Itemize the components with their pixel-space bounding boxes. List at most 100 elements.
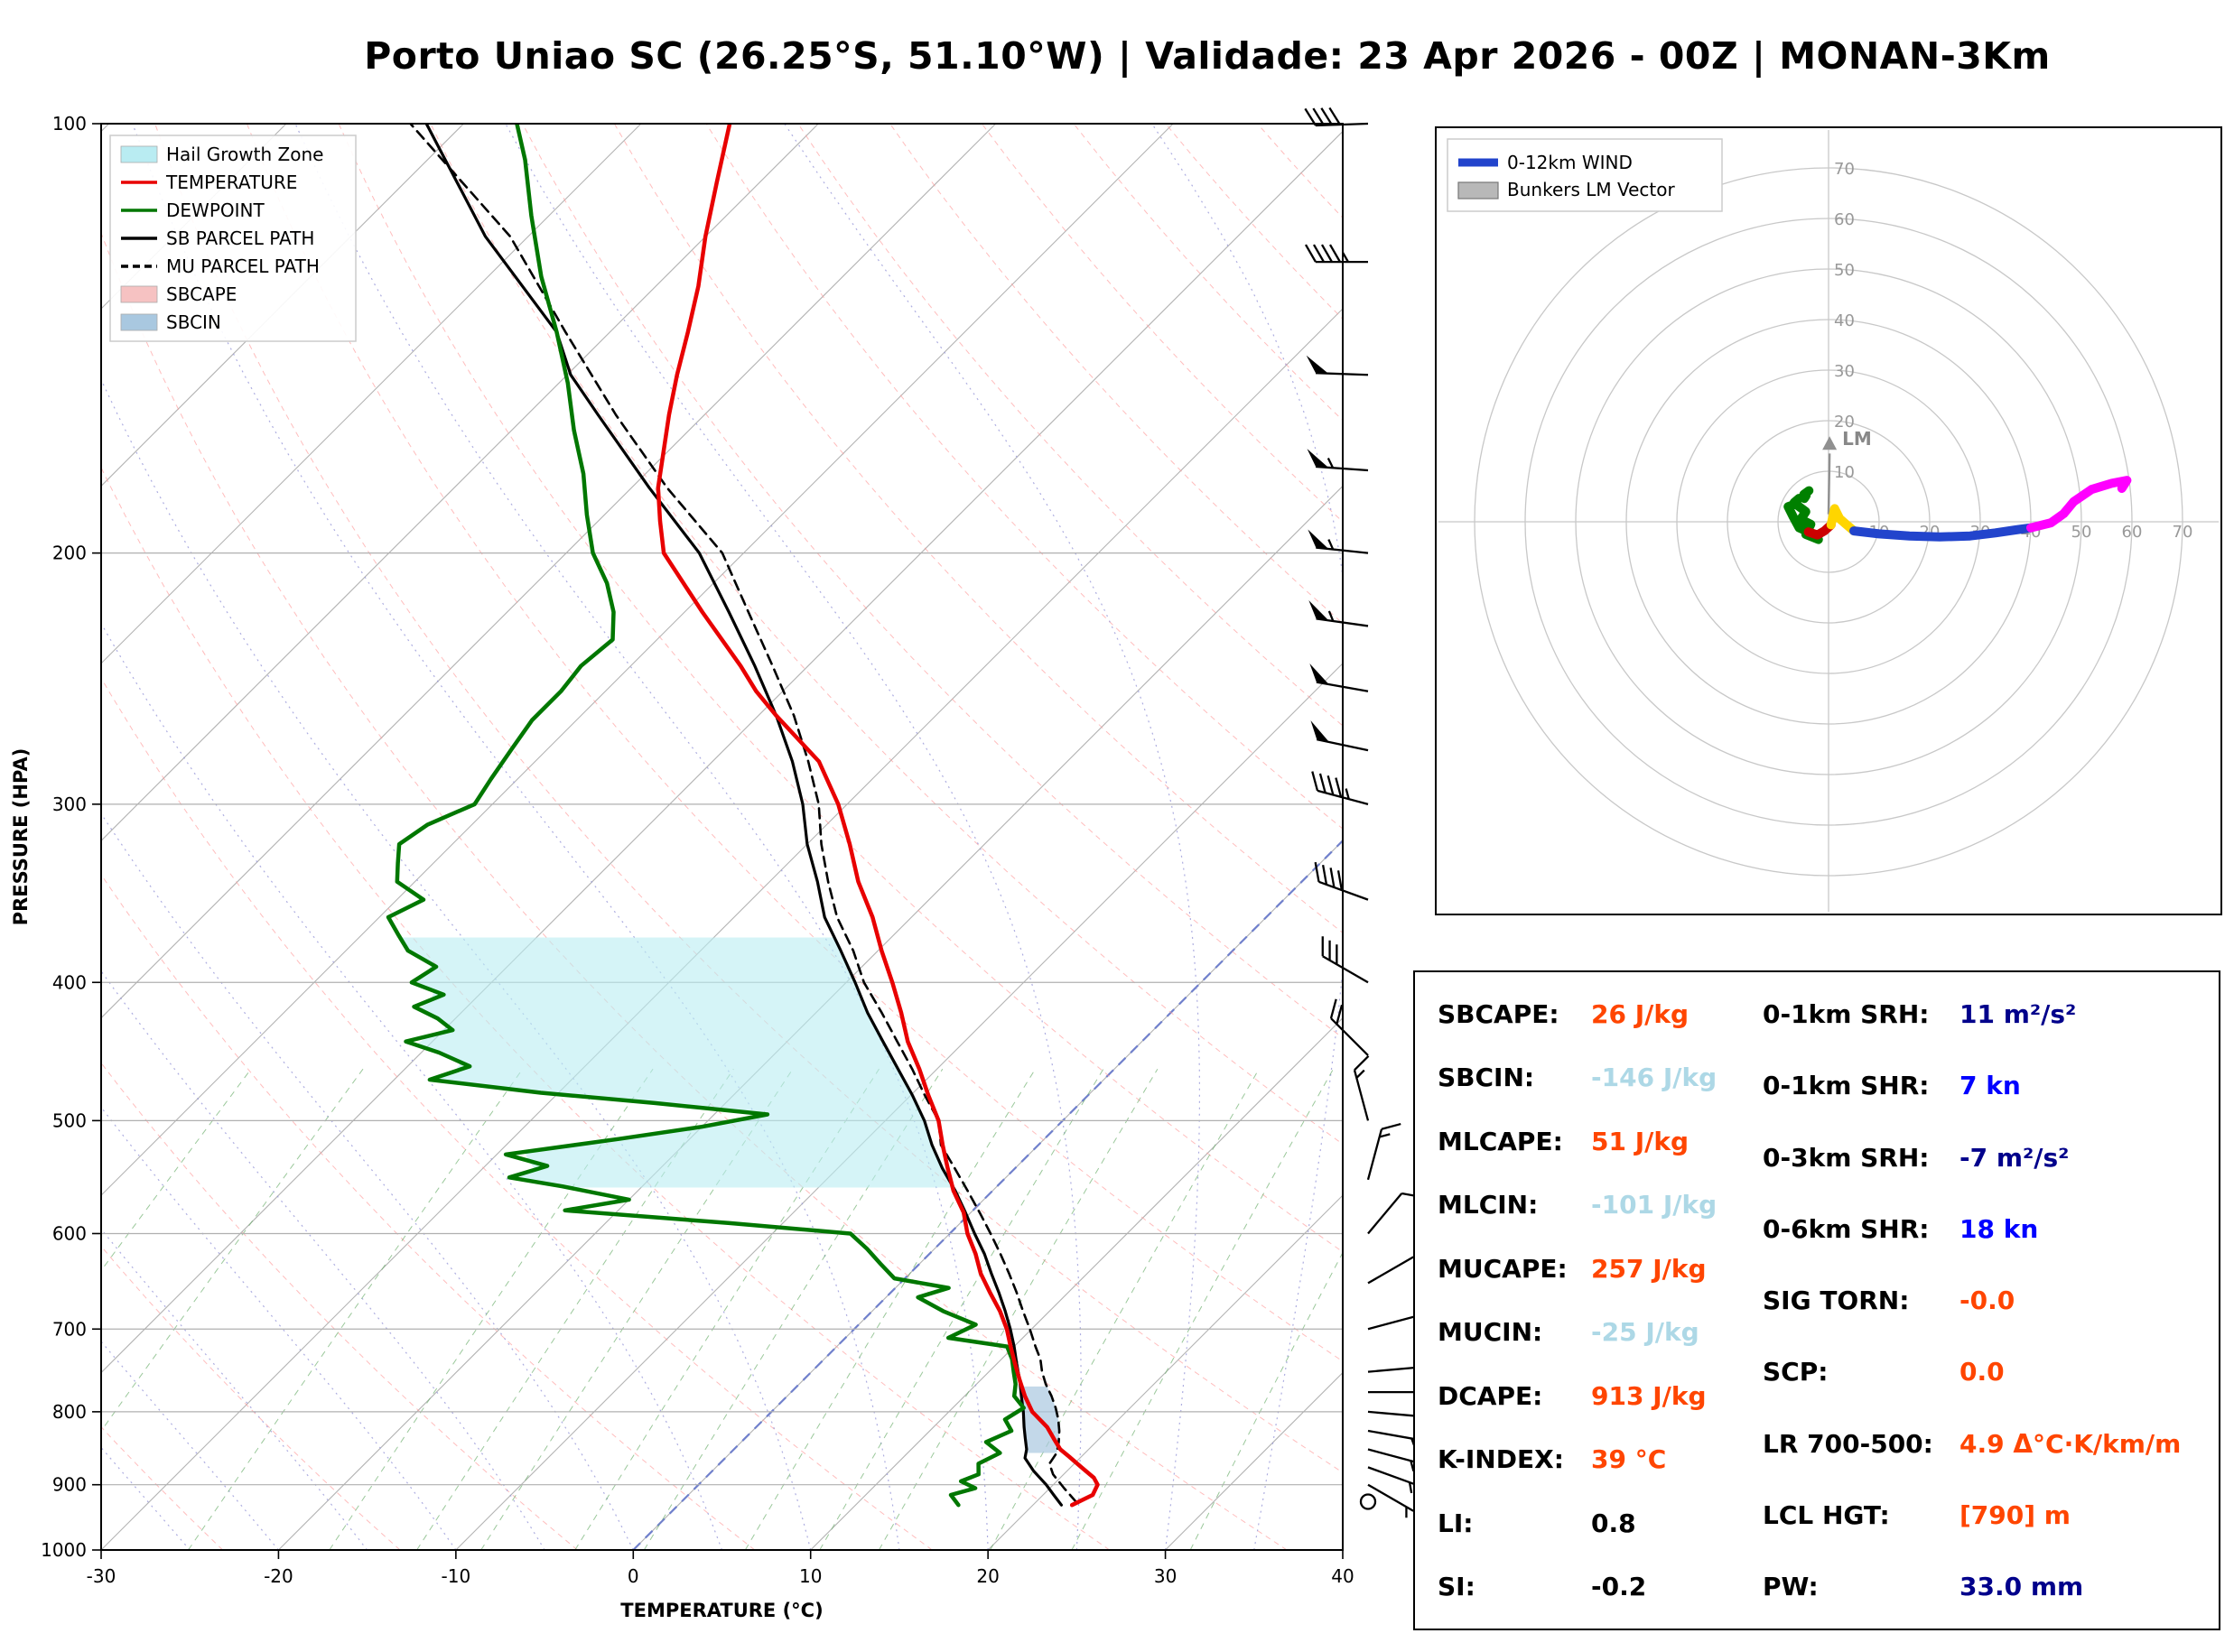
- hodo-legend-label: 0-12km WIND: [1507, 152, 1633, 173]
- dry-adiabat-line: [154, 124, 1343, 1473]
- stat-row: DCAPE: 913 J/kg: [1438, 1381, 1763, 1411]
- plot-border: [100, 123, 1344, 1551]
- dry-adiabat-line: [101, 677, 933, 1550]
- hodo-ring: [1727, 420, 1931, 624]
- wind-barb: [1311, 771, 1369, 805]
- barb-full-tick: [1335, 777, 1343, 798]
- hodo-trace: [1783, 476, 2132, 544]
- moist-adiabat-line: [101, 622, 723, 1550]
- moist-adiabat-line: [1151, 124, 1343, 1550]
- barb-pennant: [1307, 449, 1329, 468]
- legend-label: DEWPOINT: [166, 200, 265, 221]
- dry-adiabat-line: [522, 124, 1343, 1039]
- stat-row: SBCAPE: 26 J/kg: [1438, 999, 1763, 1029]
- barb-full-tick: [1336, 1004, 1344, 1025]
- dry-adiabat-line: [430, 124, 1343, 1146]
- stat-value: 4.9 Δ°C·K/km/m: [1959, 1428, 2182, 1459]
- legend-swatch-6: [120, 313, 158, 331]
- x-tick-label: 40: [1331, 1565, 1354, 1587]
- barb-staff: [1315, 122, 1369, 127]
- stat-row: MUCAPE: 257 J/kg: [1438, 1254, 1763, 1284]
- stat-value: -7 m²/s²: [1959, 1142, 2070, 1173]
- stat-label: SIG TORN:: [1763, 1285, 1910, 1315]
- hodo-ring-label-h: 60: [2122, 523, 2143, 542]
- wind-barb: [1367, 1483, 1414, 1518]
- stat-label: MUCAPE:: [1438, 1253, 1568, 1284]
- hodo-ring: [1676, 369, 1981, 674]
- mixing-ratio-line: [990, 1068, 1260, 1550]
- barb-staff: [1316, 681, 1369, 692]
- stat-value: 18 kn: [1959, 1213, 2039, 1244]
- stat-label: 0-1km SHR:: [1763, 1071, 1930, 1101]
- bunkers-lm-vector: LM: [1822, 428, 1872, 515]
- stat-value: 33.0 mm: [1959, 1572, 2084, 1601]
- stat-row: SIG TORN: -0.0: [1763, 1285, 2219, 1315]
- hodo-legend-box: [1447, 138, 1723, 212]
- page-title: Porto Uniao SC (26.25°S, 51.10°W) | Vali…: [364, 34, 2051, 78]
- isotherm-line: [101, 124, 642, 664]
- hodo-ring-label-v: 70: [1834, 160, 1855, 179]
- dry-adiabat-line: [246, 124, 1343, 1362]
- stat-value: -0.2: [1591, 1571, 1647, 1601]
- isotherm-line: [987, 1194, 1343, 1550]
- barb-staff: [1366, 1128, 1383, 1181]
- lm-arrowhead: [1822, 436, 1838, 450]
- stat-label: SI:: [1438, 1571, 1475, 1601]
- barb-full-tick: [1314, 861, 1320, 882]
- x-tick-label: 10: [799, 1565, 822, 1587]
- hodo-ring-label-v: 50: [1834, 261, 1855, 280]
- wind-barb: [1308, 529, 1369, 554]
- hodo-ring-label-h: 70: [2173, 523, 2193, 542]
- moist-adiabat-line: [101, 970, 545, 1550]
- barb-full-tick: [1329, 244, 1341, 263]
- wind-barb: [1367, 1429, 1420, 1450]
- barb-half-tick: [1327, 610, 1335, 622]
- dry-adiabat-line: [101, 231, 1288, 1550]
- barb-half-tick: [1355, 1069, 1365, 1079]
- hodo-ring-label-v: 30: [1834, 362, 1855, 381]
- moist-adiabat-line: [101, 378, 812, 1550]
- y-tick-label: 200: [52, 543, 87, 564]
- legend-label: SBCIN: [166, 311, 221, 333]
- barb-pennant: [1308, 599, 1329, 621]
- legend-label: TEMPERATURE: [165, 172, 297, 193]
- legend-label: SB PARCEL PATH: [166, 227, 314, 249]
- wind-barb: [1321, 936, 1369, 984]
- stat-label: MUCIN:: [1438, 1317, 1543, 1348]
- dry-adiabat-line: [338, 124, 1343, 1253]
- barb-full-tick: [1318, 773, 1326, 794]
- stat-row: MUCIN: -25 J/kg: [1438, 1317, 1763, 1347]
- isotherm-line: [101, 124, 464, 487]
- hodo-yellow: [1826, 504, 1858, 536]
- wind-barb: [1304, 107, 1369, 127]
- x-tick-label: 30: [1154, 1565, 1177, 1587]
- stat-value: -146 J/kg: [1591, 1063, 1717, 1093]
- x-axis-title: TEMPERATURE (°C): [620, 1600, 823, 1621]
- stat-label: MLCAPE:: [1438, 1126, 1563, 1156]
- barb-staff: [1367, 1448, 1420, 1464]
- stat-label: MLCIN:: [1438, 1190, 1539, 1220]
- y-tick-label: 100: [52, 113, 87, 135]
- stats-right-column: 0-1km SRH: 11 m²/s² 0-1km SHR: 7 kn 0-3km SR…: [1763, 972, 2219, 1629]
- isotherm-line: [455, 663, 1343, 1550]
- calm-circle: [1359, 1493, 1377, 1510]
- hodo-legend-swatch-lm: [1457, 181, 1499, 200]
- stat-label: SBCAPE:: [1438, 999, 1559, 1029]
- barb-staff: [1330, 1017, 1369, 1056]
- wind-barb: [1367, 1466, 1418, 1494]
- stat-value: 0.8: [1591, 1508, 1636, 1538]
- stat-value: [790] m: [1959, 1499, 2071, 1530]
- barb-staff: [1367, 1366, 1420, 1373]
- dry-adiabat-line: [1073, 124, 1343, 422]
- barb-full-tick: [1336, 870, 1344, 891]
- moist-adiabat-line: [101, 1446, 191, 1550]
- stat-row: SI: -0.2: [1438, 1572, 1763, 1601]
- dry-adiabat-line: [613, 124, 1343, 933]
- barb-pennant: [1310, 720, 1329, 742]
- stat-value: 913 J/kg: [1591, 1380, 1707, 1411]
- hodo-green-dashed: [1789, 486, 1814, 507]
- wind-barb: [1314, 861, 1369, 901]
- stat-value: -0.0: [1959, 1285, 2015, 1315]
- isotherm-line: [101, 124, 819, 842]
- barb-half-tick: [1342, 252, 1349, 263]
